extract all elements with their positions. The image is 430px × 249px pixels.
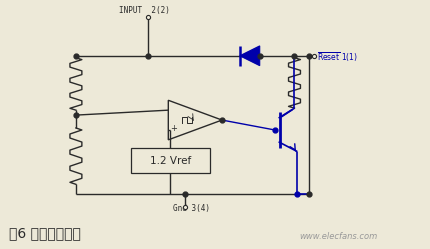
Text: 1.2 Vref: 1.2 Vref [149,156,190,166]
Polygon shape [239,46,259,66]
Text: 图6 内部结构框图: 图6 内部结构框图 [9,226,81,240]
Text: INPUT  2(2): INPUT 2(2) [118,6,169,15]
Text: +: + [170,124,177,133]
Text: $\overline{\mathrm{Reset}}$ 1(1): $\overline{\mathrm{Reset}}$ 1(1) [316,50,358,64]
Text: Gnd 3(4): Gnd 3(4) [173,204,210,213]
FancyBboxPatch shape [130,148,209,174]
Text: www.elecfans.com: www.elecfans.com [299,232,377,241]
